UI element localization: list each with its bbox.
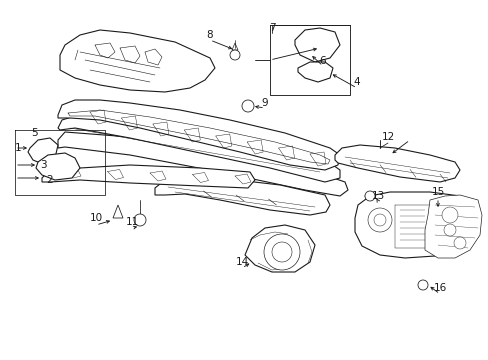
Text: 15: 15: [430, 187, 444, 197]
Polygon shape: [58, 132, 347, 196]
Text: 16: 16: [432, 283, 446, 293]
Text: 8: 8: [206, 30, 213, 40]
Text: 12: 12: [381, 132, 394, 142]
Polygon shape: [58, 100, 339, 170]
Polygon shape: [58, 116, 339, 182]
Text: 2: 2: [46, 175, 53, 185]
Circle shape: [417, 280, 427, 290]
Circle shape: [229, 50, 240, 60]
Polygon shape: [60, 30, 215, 92]
Circle shape: [441, 207, 457, 223]
Polygon shape: [42, 165, 254, 188]
Text: 4: 4: [353, 77, 360, 87]
Text: 11: 11: [125, 217, 138, 227]
Circle shape: [134, 214, 146, 226]
Text: 9: 9: [261, 98, 268, 108]
Polygon shape: [297, 62, 332, 82]
Circle shape: [264, 234, 299, 270]
Text: 7: 7: [268, 23, 275, 33]
Polygon shape: [334, 145, 459, 182]
Polygon shape: [424, 195, 481, 258]
Polygon shape: [294, 28, 339, 62]
Polygon shape: [36, 153, 80, 180]
Circle shape: [373, 214, 385, 226]
Text: 5: 5: [32, 128, 38, 138]
Text: 6: 6: [319, 56, 325, 66]
Polygon shape: [354, 192, 479, 258]
Circle shape: [443, 224, 455, 236]
Polygon shape: [28, 138, 58, 165]
Polygon shape: [244, 225, 314, 272]
Text: 3: 3: [40, 160, 46, 170]
Circle shape: [367, 208, 391, 232]
Text: 1: 1: [15, 143, 21, 153]
Text: 13: 13: [370, 191, 384, 201]
Circle shape: [271, 242, 291, 262]
Text: 14: 14: [235, 257, 248, 267]
Polygon shape: [113, 205, 123, 218]
Polygon shape: [155, 177, 329, 215]
Circle shape: [453, 237, 465, 249]
Circle shape: [364, 191, 374, 201]
Circle shape: [242, 100, 253, 112]
Text: 10: 10: [89, 213, 102, 223]
